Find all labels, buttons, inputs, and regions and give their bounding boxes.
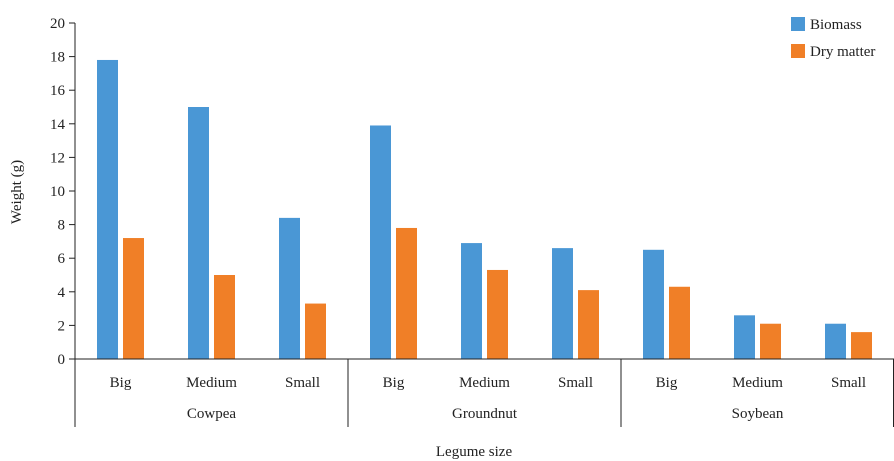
bar-biomass: Groundnut Small - Biomass: 6.6 — [552, 248, 573, 359]
legend-label: Dry matter — [810, 44, 875, 60]
legend-label: Biomass — [810, 17, 862, 33]
bar-dry-matter: Soybean Small - Dry matter: 1.6 — [851, 332, 872, 359]
y-axis-label: Weight (g) — [9, 160, 25, 224]
y-tick-label: 6 — [58, 251, 66, 267]
bar-dry-matter: Soybean Big - Dry matter: 4.3 — [669, 286, 690, 359]
x-tick-label: Big — [110, 375, 132, 391]
legend-swatch — [791, 44, 805, 58]
y-axis: 0 2 4 6 8 10 12 14 16 18 20 — [50, 16, 76, 368]
x-tick-label: Big — [656, 375, 678, 391]
x-tick-label: Big — [383, 375, 405, 391]
bar-dry-matter: Groundnut Small - Dry matter: 4.1 — [578, 290, 599, 359]
bar-dry-matter: Cowpea Big - Dry matter: 7.2 — [123, 238, 144, 359]
x-tick-label: Small — [285, 375, 320, 391]
legend-swatch — [791, 17, 805, 31]
bar-biomass: Cowpea Medium - Biomass: 15 — [188, 107, 209, 359]
bar-dry-matter: Soybean Medium - Dry matter: 2.1 — [760, 323, 781, 359]
bar-biomass: Groundnut Medium - Biomass: 6.9 — [461, 243, 482, 359]
y-tick-label: 0 — [58, 352, 66, 368]
x-tick-label: Small — [831, 375, 866, 391]
bar-dry-matter: Groundnut Medium - Dry matter: 5.3 — [487, 269, 508, 359]
bar-dry-matter: Cowpea Medium - Dry matter: 5 — [214, 275, 235, 359]
legend: Biomass Dry matter — [791, 17, 875, 60]
y-tick-label: 2 — [58, 318, 66, 334]
x-tick-label: Medium — [732, 375, 783, 391]
bars: Cowpea Big - Biomass: 17.8Cowpea Big - D… — [97, 59, 872, 360]
bar-biomass: Cowpea Big - Biomass: 17.8 — [97, 59, 118, 360]
x-tick-label: Medium — [459, 375, 510, 391]
x-group-label: Soybean — [732, 406, 784, 422]
y-tick-label: 20 — [50, 16, 65, 32]
bar-biomass: Soybean Big - Biomass: 6.5 — [643, 249, 664, 359]
bar-biomass: Groundnut Big - Biomass: 13.9 — [370, 125, 391, 359]
bar-dry-matter: Groundnut Big - Dry matter: 7.8 — [396, 227, 417, 359]
y-tick-label: 14 — [50, 117, 66, 133]
bar-dry-matter: Cowpea Small - Dry matter: 3.3 — [305, 303, 326, 359]
x-axis-label: Legume size — [436, 444, 513, 460]
bar-biomass: Cowpea Small - Biomass: 8.4 — [279, 217, 300, 359]
y-tick-label: 18 — [50, 50, 65, 66]
bar-biomass: Soybean Medium - Biomass: 2.6 — [734, 315, 755, 359]
y-tick-label: 8 — [58, 218, 66, 234]
y-tick-label: 16 — [50, 83, 66, 99]
y-tick-label: 10 — [50, 184, 65, 200]
x-axis: Big Medium Small Big Medium Small Big Medium Sma… — [74, 358, 894, 427]
x-tick-label: Small — [558, 375, 593, 391]
x-group-label: Groundnut — [452, 406, 518, 422]
x-tick-label: Medium — [186, 375, 237, 391]
bar-biomass: Soybean Small - Biomass: 2.1 — [825, 323, 846, 359]
y-tick-label: 12 — [50, 150, 65, 166]
x-group-label: Cowpea — [187, 406, 236, 422]
y-tick-label: 4 — [58, 285, 66, 301]
